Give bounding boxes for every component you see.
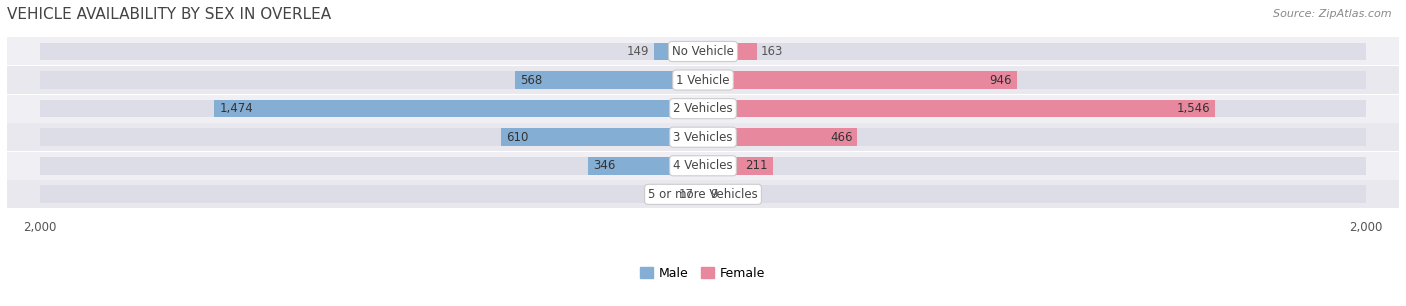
Bar	[697, 185, 703, 203]
Text: 5 or more Vehicles: 5 or more Vehicles	[648, 188, 758, 201]
Bar	[7, 180, 1399, 208]
Bar	[654, 43, 703, 60]
Bar	[41, 128, 1365, 146]
Text: 211: 211	[745, 159, 768, 172]
Bar	[7, 37, 1399, 65]
Bar	[703, 185, 706, 203]
Bar	[41, 71, 1365, 89]
Text: 466: 466	[830, 131, 852, 144]
Text: 163: 163	[761, 45, 783, 58]
Text: 3 Vehicles: 3 Vehicles	[673, 131, 733, 144]
Text: 1,546: 1,546	[1177, 102, 1211, 115]
Text: 346: 346	[593, 159, 616, 172]
Bar	[41, 157, 1365, 175]
Text: 149: 149	[627, 45, 650, 58]
Text: 610: 610	[506, 131, 529, 144]
Bar	[703, 128, 858, 146]
Bar	[41, 185, 1365, 203]
Bar	[7, 66, 1399, 94]
Bar	[588, 157, 703, 175]
Bar	[703, 71, 1017, 89]
Text: 17: 17	[678, 188, 693, 201]
Legend: Male, Female: Male, Female	[641, 267, 765, 280]
Text: VEHICLE AVAILABILITY BY SEX IN OVERLEA: VEHICLE AVAILABILITY BY SEX IN OVERLEA	[7, 7, 330, 22]
Bar	[501, 128, 703, 146]
Text: 1,474: 1,474	[219, 102, 253, 115]
Text: 9: 9	[710, 188, 717, 201]
Bar	[7, 95, 1399, 123]
Bar	[41, 100, 1365, 118]
Bar	[7, 152, 1399, 180]
Text: 4 Vehicles: 4 Vehicles	[673, 159, 733, 172]
Bar	[41, 43, 1365, 60]
Text: 946: 946	[988, 73, 1011, 87]
Text: Source: ZipAtlas.com: Source: ZipAtlas.com	[1274, 9, 1392, 19]
Bar	[7, 123, 1399, 151]
Text: 2 Vehicles: 2 Vehicles	[673, 102, 733, 115]
Bar	[515, 71, 703, 89]
Bar	[703, 157, 773, 175]
Bar	[703, 100, 1215, 118]
Text: 1 Vehicle: 1 Vehicle	[676, 73, 730, 87]
Bar	[703, 43, 756, 60]
Text: 568: 568	[520, 73, 541, 87]
Text: No Vehicle: No Vehicle	[672, 45, 734, 58]
Bar	[215, 100, 703, 118]
